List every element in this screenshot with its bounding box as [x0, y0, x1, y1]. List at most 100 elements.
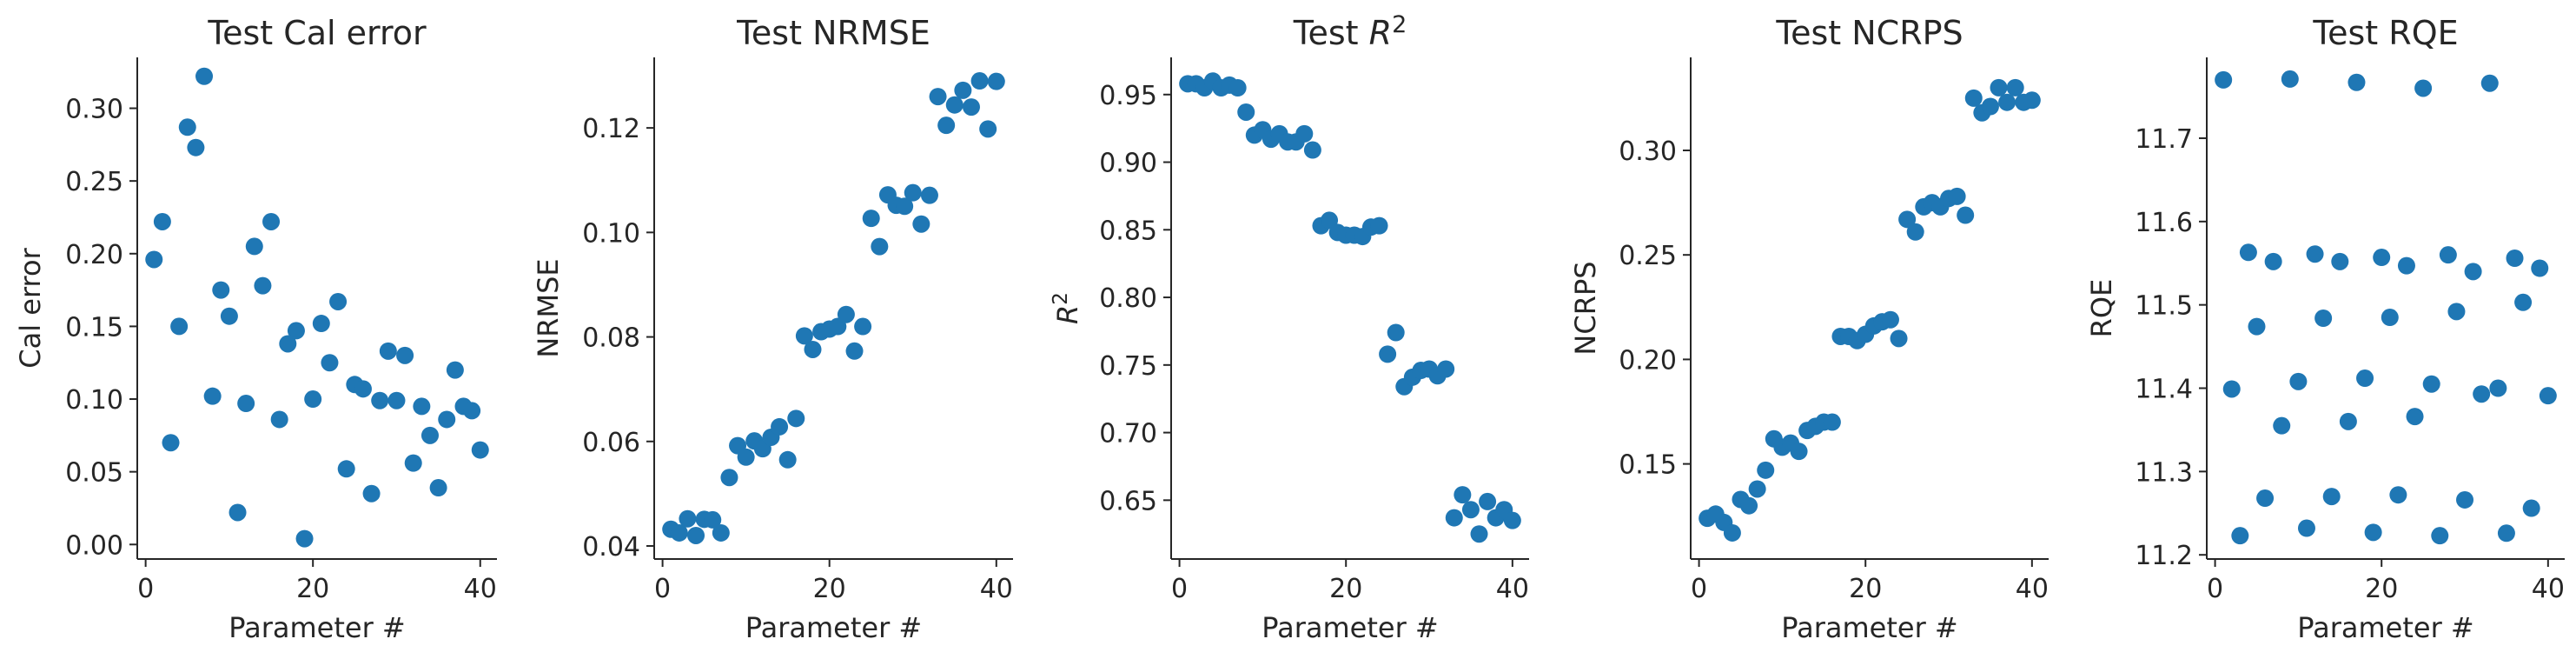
data-point — [2439, 246, 2457, 264]
data-point — [413, 397, 431, 416]
y-tick-label: 0.08 — [582, 323, 640, 354]
data-point — [2473, 385, 2491, 403]
data-point — [2322, 488, 2341, 506]
data-point — [1437, 360, 1455, 378]
data-point — [704, 510, 722, 529]
data-point — [2297, 519, 2315, 537]
data-point — [720, 469, 738, 487]
data-point — [153, 212, 171, 230]
x-tick-label: 20 — [1329, 574, 1362, 604]
x-axis-label: Parameter # — [1781, 611, 1957, 644]
data-point — [1503, 511, 1521, 529]
data-point — [429, 479, 447, 497]
chart-title: Test Cal error — [207, 14, 427, 52]
data-point — [1906, 223, 1924, 241]
y-tick-label: 0.90 — [1099, 149, 1157, 179]
data-point — [1445, 509, 1463, 527]
data-point — [837, 305, 855, 323]
data-point — [270, 410, 288, 429]
data-point — [471, 441, 489, 459]
y-tick-label: 0.10 — [65, 385, 123, 416]
x-tick-label: 40 — [464, 574, 497, 604]
y-tick-label: 0.85 — [1099, 216, 1157, 246]
data-point — [228, 503, 247, 522]
data-point — [1890, 330, 1908, 348]
y-tick-label: 0.30 — [1619, 136, 1677, 167]
data-point — [2373, 249, 2391, 267]
data-point — [2447, 303, 2466, 321]
data-point — [337, 460, 355, 478]
data-point — [771, 417, 789, 436]
data-point — [212, 281, 230, 299]
x-tick-label: 0 — [1171, 574, 1188, 604]
x-tick-label: 40 — [2016, 574, 2049, 604]
y-tick-label: 11.7 — [2135, 124, 2193, 155]
chart-title: Test RQE — [2312, 14, 2458, 52]
data-point — [2023, 91, 2041, 110]
data-point — [203, 387, 222, 405]
data-point — [329, 292, 348, 310]
data-point — [1998, 93, 2016, 111]
data-point — [937, 116, 956, 135]
y-tick-label: 0.10 — [582, 218, 640, 249]
data-point — [2456, 490, 2474, 509]
data-point — [1461, 501, 1480, 519]
data-point — [2222, 380, 2241, 398]
data-point — [2431, 527, 2449, 545]
y-tick-label: 0.70 — [1099, 419, 1157, 449]
data-point — [979, 120, 997, 138]
data-point — [287, 322, 305, 340]
data-point — [679, 509, 697, 528]
data-point — [845, 342, 864, 360]
data-point — [1303, 141, 1321, 159]
data-point — [1321, 211, 1339, 230]
y-tick-label: 0.65 — [1099, 486, 1157, 516]
data-point — [804, 340, 822, 358]
data-point — [954, 81, 972, 99]
y-tick-label: 0.00 — [65, 530, 123, 561]
data-point — [1823, 413, 1841, 431]
data-point — [2248, 317, 2266, 336]
data-point — [2231, 527, 2249, 545]
x-tick-label: 20 — [2365, 574, 2398, 604]
data-point — [2531, 259, 2549, 277]
y-tick-label: 11.4 — [2135, 375, 2193, 405]
data-point — [862, 210, 880, 228]
y-axis-label: Cal error — [14, 247, 47, 368]
data-point — [170, 317, 189, 336]
data-point — [904, 183, 922, 202]
data-point — [2314, 310, 2333, 328]
data-point — [321, 354, 339, 372]
chart-panel-4: 0 20 40 0.15 0.20 0.25 0.30 Test NCRPS Parameter… — [1569, 14, 2049, 644]
data-point — [1479, 492, 1497, 510]
y-tick-label: 0.25 — [65, 167, 123, 197]
data-point — [1723, 523, 1741, 542]
x-tick-label: 0 — [2207, 574, 2223, 604]
data-point — [1757, 461, 1775, 479]
data-point — [187, 138, 205, 156]
data-point — [220, 307, 238, 325]
y-tick-label: 0.15 — [1619, 450, 1677, 481]
y-axis-label: R2 — [1050, 292, 1084, 324]
data-point — [295, 529, 314, 548]
data-point — [1990, 78, 2008, 97]
data-point — [2339, 412, 2357, 430]
data-point — [404, 454, 422, 472]
chart-title-symbol: R — [1369, 14, 1392, 52]
y-axis-label-symbol: R — [1051, 305, 1084, 324]
data-point — [1228, 78, 1247, 97]
data-point — [254, 276, 272, 295]
data-point — [970, 72, 989, 90]
data-point — [2356, 369, 2374, 388]
x-tick-label: 0 — [654, 574, 671, 604]
data-point — [929, 88, 947, 106]
data-point — [2489, 379, 2507, 397]
data-point — [2348, 73, 2366, 91]
y-tick-label: 0.20 — [65, 240, 123, 270]
chart-panel-2: 0 20 40 0.04 0.06 0.08 0.10 0.12 Test NRMSE Param… — [532, 14, 1013, 644]
data-point — [1981, 97, 1999, 116]
data-point — [896, 197, 914, 216]
data-point — [279, 335, 297, 353]
